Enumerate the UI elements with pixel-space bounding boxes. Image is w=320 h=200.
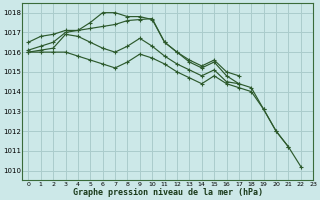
- X-axis label: Graphe pression niveau de la mer (hPa): Graphe pression niveau de la mer (hPa): [73, 188, 263, 197]
